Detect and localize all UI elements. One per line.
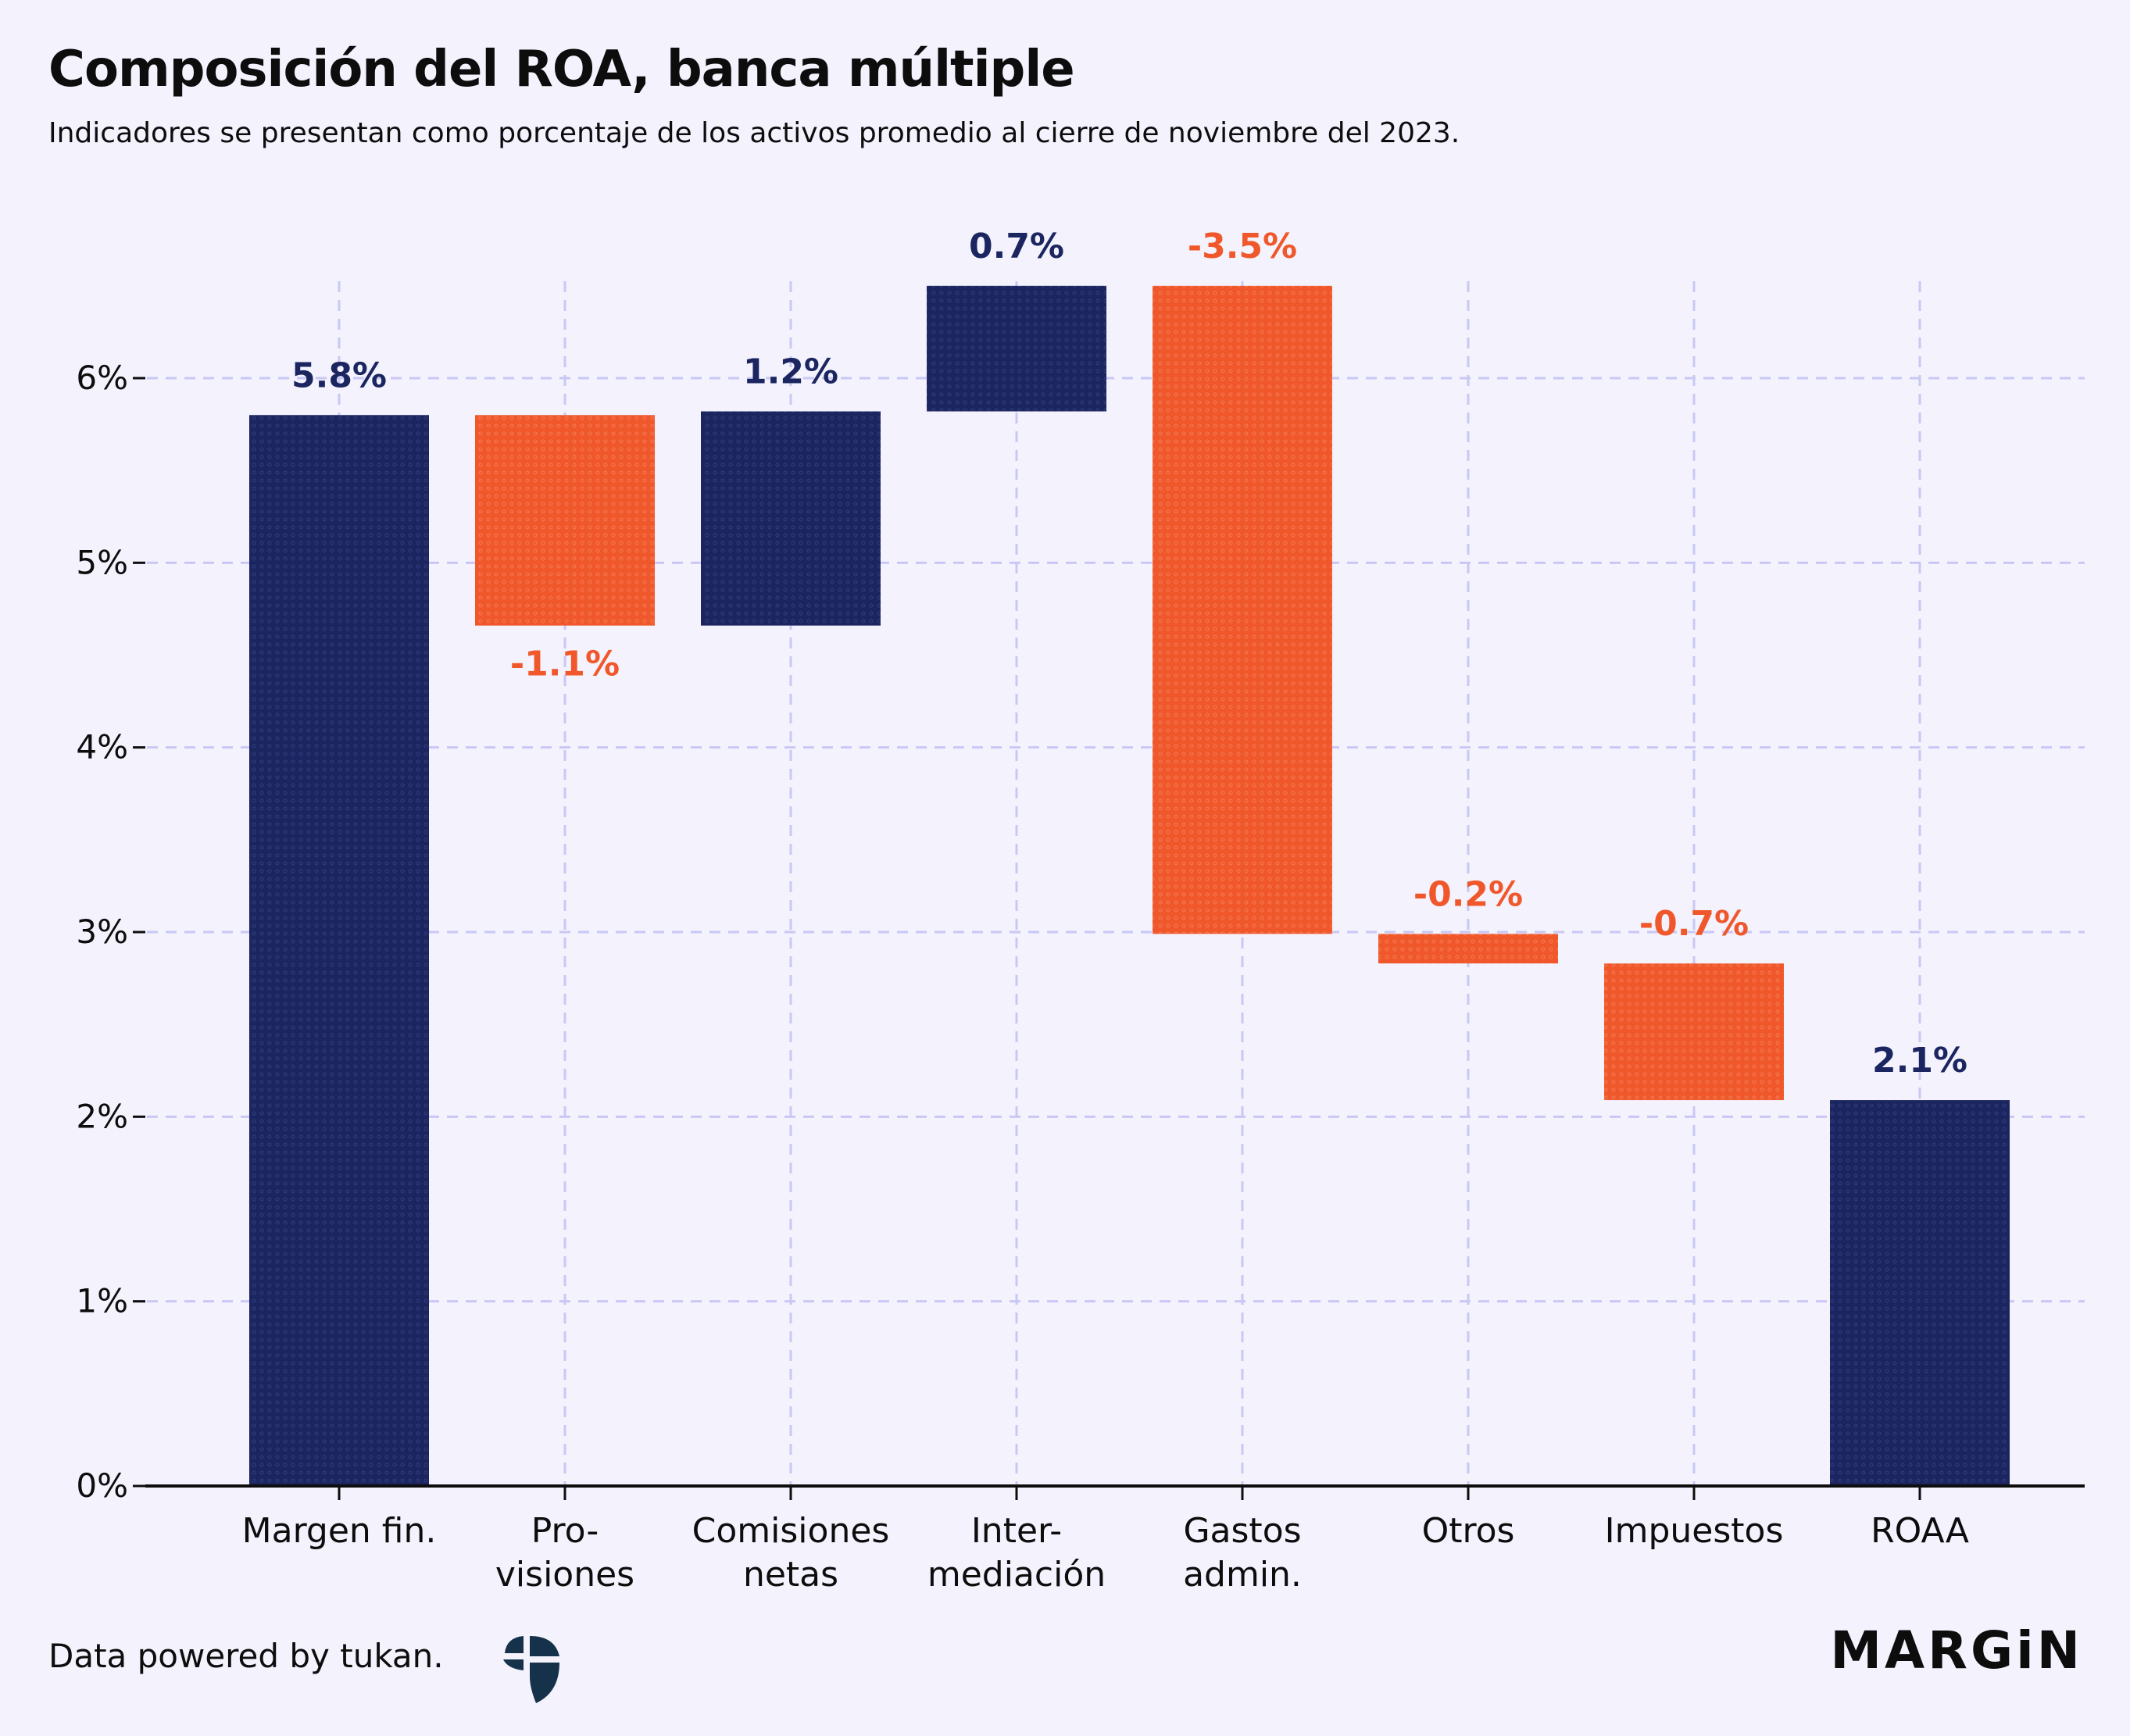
x-category-label: Comisiones netas xyxy=(692,1511,890,1595)
bar-value-label: 0.7% xyxy=(969,227,1064,266)
tukan-logo-icon xyxy=(503,1636,559,1703)
waterfall-bar xyxy=(1378,934,1558,964)
x-category-label: Gastos admin. xyxy=(1183,1511,1302,1595)
waterfall-bar xyxy=(1153,285,1332,934)
waterfall-bar xyxy=(249,415,429,1487)
bar-value-label: 2.1% xyxy=(1872,1041,1967,1081)
y-tick-label: 2% xyxy=(76,1097,128,1135)
y-tick-label: 5% xyxy=(76,543,128,581)
chart-subtitle: Indicadores se presentan como porcentaje… xyxy=(48,117,1460,149)
bar-value-label: -3.5% xyxy=(1188,227,1297,266)
bar-value-label: -1.1% xyxy=(510,645,620,684)
y-tick-label: 6% xyxy=(76,359,128,397)
x-category-label: Impuestos xyxy=(1605,1511,1784,1551)
x-category-label: Inter-mediación xyxy=(927,1511,1106,1595)
waterfall-bar xyxy=(927,285,1106,412)
chart-title: Composición del ROA, banca múltiple xyxy=(48,41,1075,98)
y-tick-label: 1% xyxy=(76,1282,128,1320)
x-category-label: Otros xyxy=(1422,1511,1515,1551)
x-category-label: Pro-visiones xyxy=(495,1511,634,1595)
data-source-credit: Data powered by tukan. xyxy=(48,1637,444,1675)
bar-value-label: 1.2% xyxy=(743,352,838,392)
y-tick-label: 0% xyxy=(76,1466,128,1505)
waterfall-bar xyxy=(1604,963,1784,1101)
bar-value-label: -0.7% xyxy=(1639,904,1749,944)
y-tick-label: 4% xyxy=(76,728,128,766)
bar-value-label: -0.2% xyxy=(1413,874,1523,914)
x-category-label: Margen fin. xyxy=(242,1511,437,1551)
y-tick-label: 3% xyxy=(76,913,128,951)
waterfall-bar xyxy=(1830,1100,2010,1486)
waterfall-bar xyxy=(701,411,881,626)
waterfall-bar xyxy=(475,415,655,626)
x-category-label: ROAA xyxy=(1871,1511,1969,1551)
bar-value-label: 5.8% xyxy=(291,355,387,395)
margin-logo: MARGiN xyxy=(1830,1620,2083,1681)
